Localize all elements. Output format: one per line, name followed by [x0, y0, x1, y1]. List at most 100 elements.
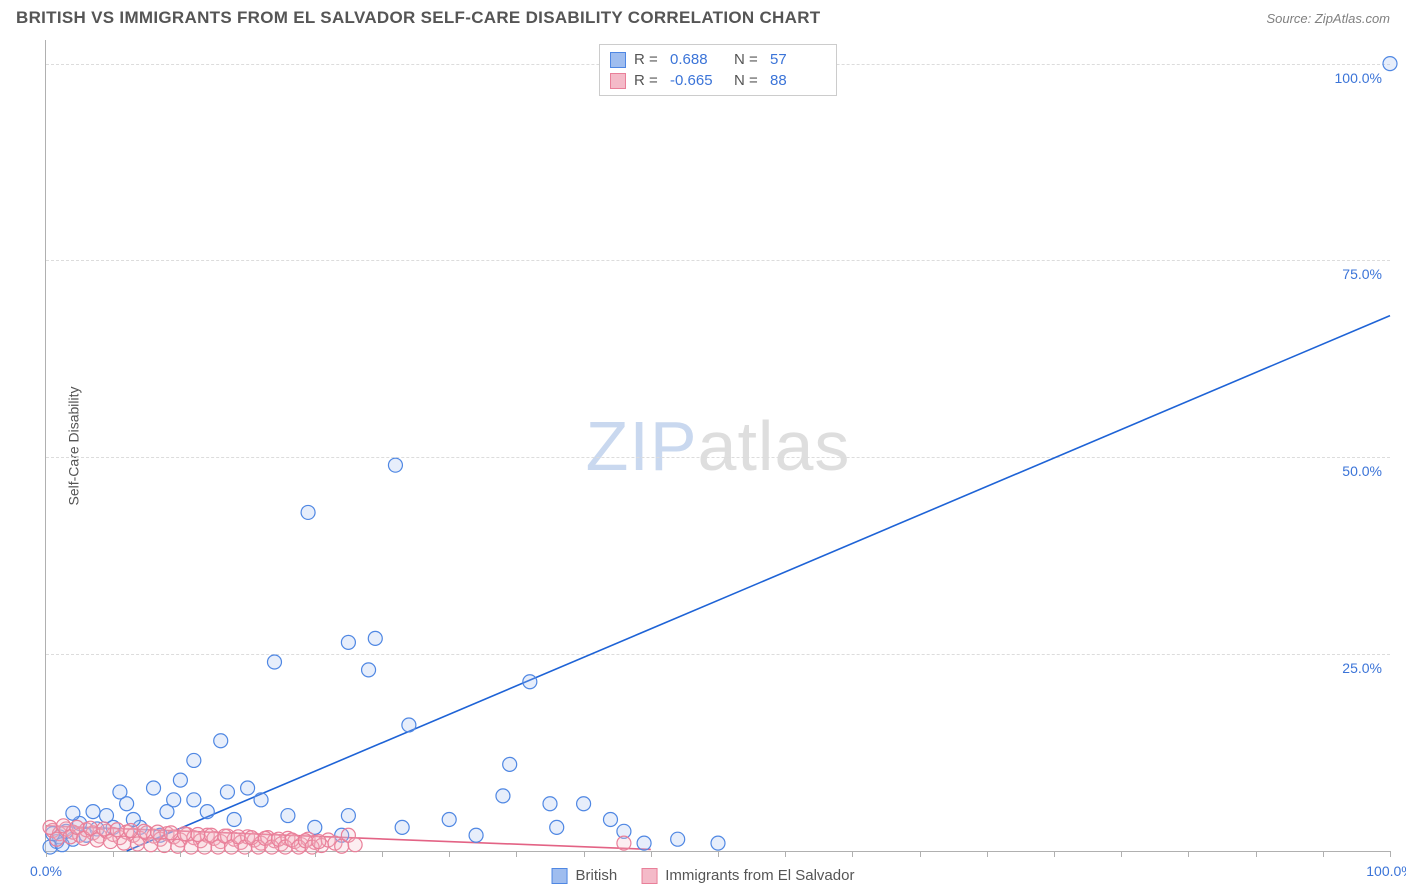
x-tick	[785, 851, 786, 857]
scatter-point	[503, 757, 517, 771]
scatter-point	[241, 781, 255, 795]
y-tick-label: 50.0%	[1342, 463, 1382, 479]
scatter-point	[341, 809, 355, 823]
x-tick	[516, 851, 517, 857]
scatter-point	[187, 793, 201, 807]
scatter-point	[167, 793, 181, 807]
legend-N-value: 57	[770, 51, 826, 68]
legend-R-label: R =	[634, 51, 662, 68]
x-tick	[1256, 851, 1257, 857]
scatter-point	[301, 505, 315, 519]
legend-swatch	[552, 868, 568, 884]
plot-area: ZIPatlas 25.0%50.0%75.0%100.0% 0.0%100.0…	[45, 40, 1390, 852]
x-tick	[1054, 851, 1055, 857]
x-tick	[248, 851, 249, 857]
x-tick	[920, 851, 921, 857]
correlation-legend: R =0.688N =57R =-0.665N =88	[599, 44, 837, 96]
trend-lines-group	[46, 316, 1390, 851]
legend-R-value: -0.665	[670, 72, 726, 89]
scatter-point	[254, 793, 268, 807]
y-tick-label: 100.0%	[1335, 70, 1382, 86]
x-tick	[113, 851, 114, 857]
scatter-point	[130, 837, 144, 851]
scatter-point	[442, 813, 456, 827]
scatter-point	[200, 805, 214, 819]
scatter-point	[147, 781, 161, 795]
legend-N-label: N =	[734, 51, 762, 68]
scatter-point	[617, 836, 631, 850]
series-legend: British Immigrants from El Salvador	[552, 867, 855, 884]
scatter-point	[543, 797, 557, 811]
x-tick	[1323, 851, 1324, 857]
scatter-point	[164, 826, 178, 840]
scatter-points-group	[43, 57, 1397, 854]
x-tick	[1121, 851, 1122, 857]
scatter-point	[469, 828, 483, 842]
legend-N-value: 88	[770, 72, 826, 89]
y-tick-label: 25.0%	[1342, 660, 1382, 676]
legend-stat-row: R =0.688N =57	[610, 49, 826, 70]
x-tick	[718, 851, 719, 857]
x-tick	[1188, 851, 1189, 857]
scatter-point	[603, 813, 617, 827]
scatter-point	[184, 840, 198, 854]
scatter-point	[637, 836, 651, 850]
x-tick	[1390, 851, 1391, 857]
trend-line	[127, 316, 1390, 851]
scatter-point	[348, 838, 362, 852]
scatter-point	[137, 824, 151, 838]
scatter-point	[86, 805, 100, 819]
scatter-point	[187, 753, 201, 767]
legend-series-item: Immigrants from El Salvador	[641, 867, 854, 884]
legend-series-label: Immigrants from El Salvador	[665, 867, 854, 884]
x-tick	[987, 851, 988, 857]
scatter-point	[66, 806, 80, 820]
scatter-point	[157, 838, 171, 852]
scatter-point	[113, 785, 127, 799]
scatter-point	[171, 839, 185, 853]
scatter-point	[191, 827, 205, 841]
scatter-point	[144, 838, 158, 852]
scatter-point	[671, 832, 685, 846]
scatter-svg	[46, 40, 1390, 851]
scatter-point	[124, 824, 138, 838]
scatter-point	[267, 655, 281, 669]
scatter-point	[50, 832, 64, 846]
scatter-point	[550, 820, 564, 834]
scatter-point	[227, 813, 241, 827]
scatter-point	[577, 797, 591, 811]
y-tick-label: 75.0%	[1342, 266, 1382, 282]
scatter-point	[402, 718, 416, 732]
x-tick	[180, 851, 181, 857]
scatter-point	[523, 675, 537, 689]
scatter-point	[97, 822, 111, 836]
x-tick-label: 0.0%	[30, 863, 62, 879]
scatter-point	[362, 663, 376, 677]
scatter-point	[368, 631, 382, 645]
chart-header: BRITISH VS IMMIGRANTS FROM EL SALVADOR S…	[0, 0, 1406, 32]
chart-title: BRITISH VS IMMIGRANTS FROM EL SALVADOR S…	[16, 8, 820, 28]
source-attribution: Source: ZipAtlas.com	[1266, 11, 1390, 26]
scatter-point	[173, 773, 187, 787]
x-tick	[46, 851, 47, 857]
scatter-point	[388, 458, 402, 472]
x-tick	[584, 851, 585, 857]
x-tick	[449, 851, 450, 857]
legend-N-label: N =	[734, 72, 762, 89]
scatter-point	[99, 809, 113, 823]
legend-series-item: British	[552, 867, 618, 884]
legend-swatch	[610, 73, 626, 89]
scatter-point	[220, 785, 234, 799]
scatter-point	[214, 734, 228, 748]
scatter-point	[117, 836, 131, 850]
scatter-point	[281, 809, 295, 823]
scatter-point	[110, 823, 124, 837]
legend-swatch	[641, 868, 657, 884]
scatter-point	[312, 835, 326, 849]
scatter-point	[151, 825, 165, 839]
scatter-point	[395, 820, 409, 834]
x-tick	[852, 851, 853, 857]
scatter-point	[341, 635, 355, 649]
x-tick-label: 100.0%	[1366, 863, 1406, 879]
x-tick	[315, 851, 316, 857]
